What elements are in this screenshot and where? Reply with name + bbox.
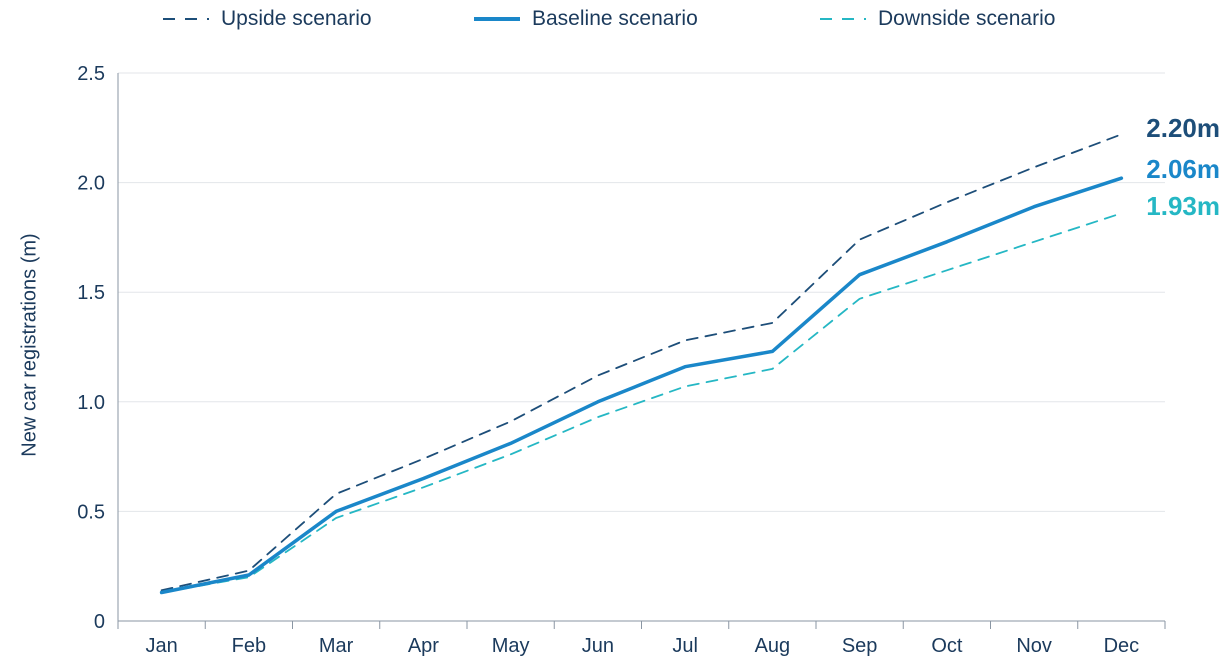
end-labels: 2.20m 2.06m 1.93m	[1146, 113, 1220, 221]
x-tick-label: Jul	[672, 635, 698, 657]
legend-label-upside: Upside scenario	[221, 7, 372, 30]
x-tick-label: Sep	[842, 635, 878, 657]
legend-label-downside: Downside scenario	[878, 7, 1056, 30]
legend-item-baseline: Baseline scenario	[474, 5, 698, 33]
y-axis-ticks: 0 0.5 1.0 1.5 2.0 2.5	[77, 63, 105, 633]
y-tick-label: 1.0	[77, 392, 105, 414]
gridlines	[118, 72, 1165, 512]
legend: Upside scenario Baseline scenario Downsi…	[0, 5, 1231, 33]
x-tick-label: Mar	[319, 635, 354, 657]
legend-item-downside: Downside scenario	[820, 5, 1055, 33]
y-tick-label: 0.5	[77, 501, 105, 523]
x-axis: Jan Feb Mar Apr May Jun Jul Aug Sep Oct Nov Dec	[117, 73, 1166, 657]
y-tick-label: 2.0	[77, 173, 105, 195]
x-tick-label: May	[492, 635, 530, 657]
x-tick-label: Aug	[755, 635, 791, 657]
x-tick-label: Nov	[1016, 635, 1052, 657]
series-lines	[159, 133, 1124, 595]
legend-label-baseline: Baseline scenario	[532, 7, 698, 30]
series-line-downside	[160, 212, 1123, 594]
end-label-baseline: 2.06m	[1146, 154, 1220, 184]
series-line-baseline	[159, 176, 1124, 595]
y-tick-label: 1.5	[77, 282, 105, 304]
legend-swatch-upside	[163, 18, 209, 20]
x-tick-label: Jan	[146, 635, 178, 657]
series-line-upside	[160, 133, 1123, 592]
y-tick-label: 0	[94, 611, 105, 633]
legend-swatch-baseline	[474, 17, 520, 21]
y-tick-label: 2.5	[77, 63, 105, 85]
legend-item-upside: Upside scenario	[163, 5, 372, 33]
end-label-upside: 2.20m	[1146, 113, 1220, 143]
legend-swatch-downside	[820, 18, 866, 20]
x-tick-label: Feb	[232, 635, 266, 657]
x-tick-label: Apr	[408, 635, 439, 657]
x-tick-label: Jun	[582, 635, 614, 657]
x-tick-label: Oct	[931, 635, 963, 657]
x-tick-label: Dec	[1104, 635, 1140, 657]
end-label-downside: 1.93m	[1146, 191, 1220, 221]
